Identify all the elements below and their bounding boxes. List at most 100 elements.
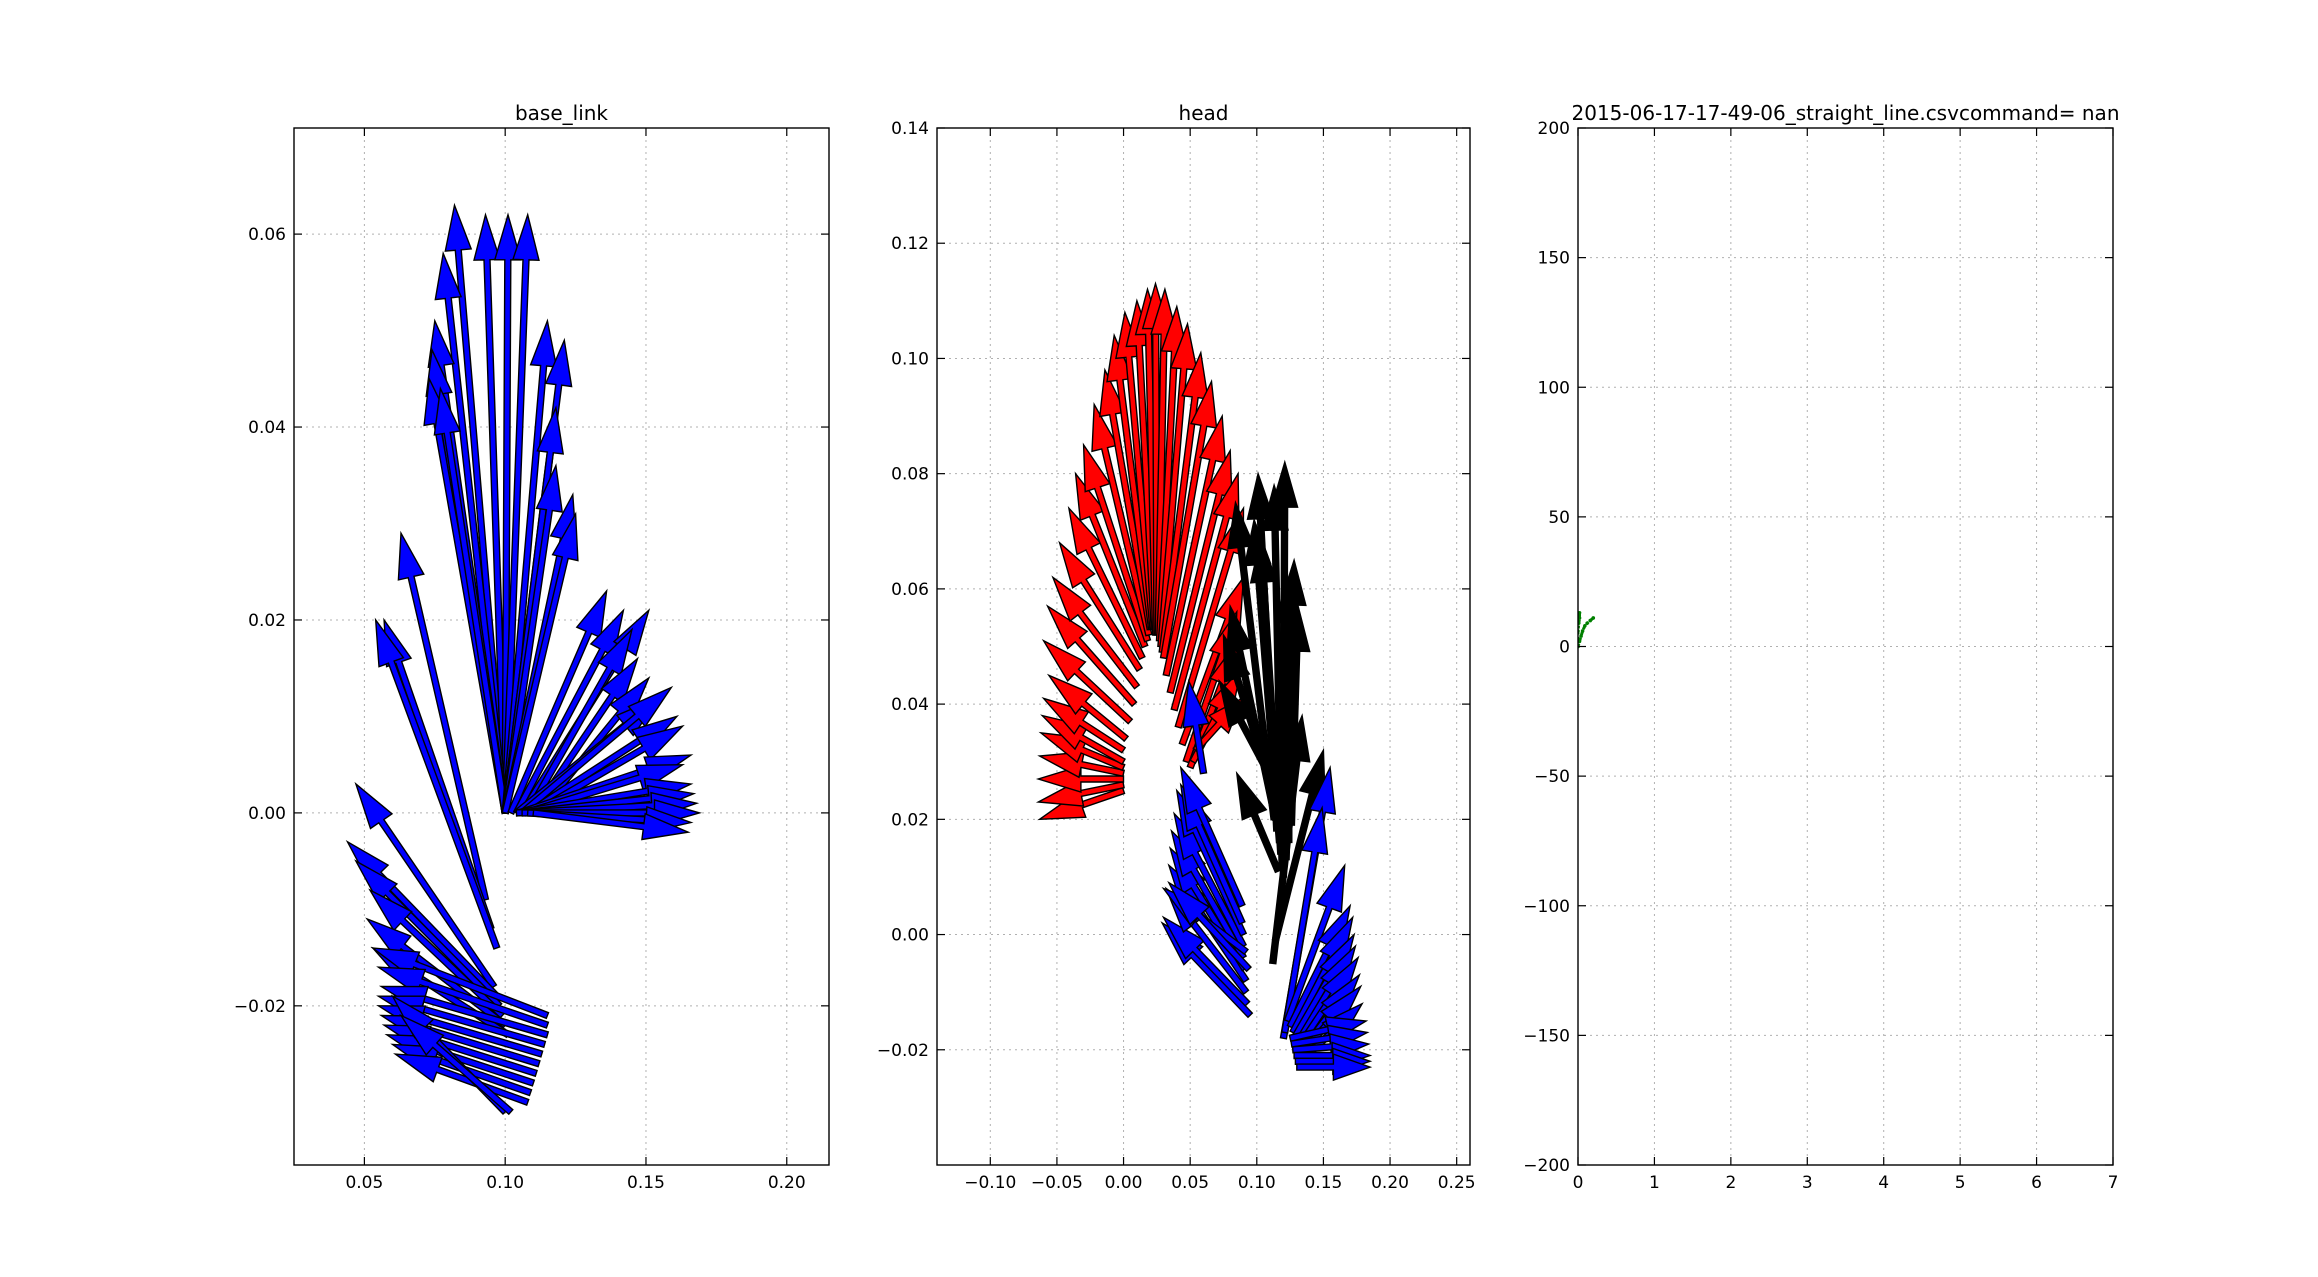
data-arrow [1074, 471, 1149, 649]
data-point [1578, 610, 1582, 615]
y-tick-label: 0.02 [891, 810, 929, 830]
panel-command-timeseries: 0 1 2 3 4 5 6 7 −200 −150 −100 −50 0 50 100 150 200 2015… [1523, 101, 2119, 1193]
y-tick-label: 0.04 [248, 418, 286, 438]
y-tick-label: 0.00 [248, 804, 286, 824]
y-tick-label: 0.10 [891, 349, 929, 369]
x-tick-label: 0.15 [1304, 1173, 1342, 1193]
data-arrow [1040, 714, 1126, 766]
data-arrow [1051, 575, 1141, 690]
y-tick-label: −200 [1523, 1156, 1570, 1176]
data-arrow [1037, 751, 1126, 779]
data-point [1578, 616, 1582, 620]
data-arrow [1067, 505, 1146, 661]
data-point [1583, 623, 1587, 628]
x-tick-label: 2 [1725, 1173, 1736, 1193]
ticks: 0.05 0.10 0.15 0.20 −0.02 0.00 0.02 0.04 0.06 [234, 128, 829, 1193]
data-arrow [1157, 321, 1198, 648]
data-point [1585, 621, 1589, 625]
data-arrow [1269, 713, 1311, 965]
data-point [1591, 616, 1596, 620]
y-tick-label: 0.14 [891, 119, 929, 139]
x-tick-label: 1 [1649, 1173, 1660, 1193]
data-arrow [1296, 1053, 1373, 1082]
data-arrow [1091, 402, 1153, 637]
x-tick-label: 0.20 [768, 1173, 806, 1193]
x-tick-label: 5 [1955, 1173, 1966, 1193]
axes-frame [1577, 127, 2114, 1166]
data-arrow [1179, 765, 1246, 908]
panel-title: base_link [515, 101, 608, 125]
data-arrow [354, 781, 498, 990]
data-arrow [1041, 697, 1127, 754]
data-arrow [376, 966, 550, 1029]
data-arrow [1270, 459, 1299, 878]
y-tick-label: 150 [1538, 249, 1570, 269]
y-tick-label: −100 [1523, 897, 1570, 917]
data-arrow [501, 318, 558, 814]
x-tick-label: 0.10 [486, 1173, 524, 1193]
x-tick-label: 0.25 [1438, 1173, 1476, 1193]
x-tick-label: 0.10 [1238, 1173, 1276, 1193]
data-arrow [501, 511, 579, 815]
data-arrow [370, 947, 550, 1020]
panel-base-link: 0.05 0.10 0.15 0.20 −0.02 0.00 0.02 0.04 0.06 ba… [234, 101, 830, 1193]
y-tick-label: −0.02 [877, 1041, 929, 1061]
data-arrow [1283, 863, 1346, 1023]
data-arrow [1125, 298, 1158, 631]
y-tick-label: 0.06 [248, 225, 286, 245]
x-tick-label: 0.05 [345, 1173, 383, 1193]
data-arrow [1167, 880, 1252, 973]
data-point [1579, 634, 1583, 638]
data-arrow [501, 212, 540, 814]
data-arrow [1106, 332, 1156, 631]
data-arrow [473, 212, 509, 814]
data-arrow [374, 617, 501, 950]
grid [294, 128, 829, 1165]
data-arrow [1082, 442, 1152, 643]
x-tick-label: −0.10 [964, 1173, 1016, 1193]
data-arrow [1173, 811, 1248, 949]
data-point [1588, 618, 1593, 623]
x-tick-label: 3 [1802, 1173, 1813, 1193]
grid [1578, 128, 2113, 1165]
data-arrow [1159, 379, 1218, 660]
y-tick-label: 0.04 [891, 695, 929, 715]
panel-title: 2015-06-17-17-49-06_straight_line.csvcom… [1572, 101, 2120, 125]
axes-frame [293, 127, 830, 1166]
y-tick-label: 0.06 [891, 580, 929, 600]
data-arrow [1058, 540, 1144, 673]
y-tick-label: 0.00 [891, 926, 929, 946]
x-tick-label: 0.15 [627, 1173, 665, 1193]
data-arrow [501, 463, 564, 815]
data-arrow [1218, 678, 1285, 799]
x-tick-label: 6 [2031, 1173, 2042, 1193]
data-layer [345, 202, 703, 1116]
data-arrow [1041, 638, 1134, 725]
y-tick-label: 50 [1548, 508, 1570, 528]
data-arrow [397, 530, 490, 902]
data-arrow [1182, 678, 1210, 775]
data-arrow [519, 685, 674, 817]
y-tick-label: −150 [1523, 1026, 1570, 1046]
data-arrow [393, 1053, 530, 1106]
data-point [1580, 629, 1585, 633]
y-tick-label: 0 [1559, 638, 1570, 658]
data-arrow [1038, 731, 1126, 772]
data-arrow [1291, 1032, 1371, 1061]
data-arrow [1280, 805, 1329, 1034]
ticks: −0.10 −0.05 0.00 0.05 0.10 0.15 0.20 0.25 −0.02 0… [877, 119, 1476, 1193]
x-tick-label: 0.20 [1371, 1173, 1409, 1193]
y-tick-label: 100 [1538, 378, 1570, 398]
data-arrow [512, 608, 625, 816]
data-layer [1035, 281, 1373, 1082]
data-arrow [1161, 915, 1251, 1007]
data-arrow [507, 588, 608, 816]
x-tick-label: 7 [2108, 1173, 2119, 1193]
data-arrow [1170, 471, 1240, 712]
axes-frame [936, 127, 1471, 1166]
data-arrow [1035, 765, 1125, 793]
x-tick-label: 0.05 [1171, 1173, 1209, 1193]
x-tick-label: 4 [1878, 1173, 1889, 1193]
data-arrow [524, 627, 634, 816]
